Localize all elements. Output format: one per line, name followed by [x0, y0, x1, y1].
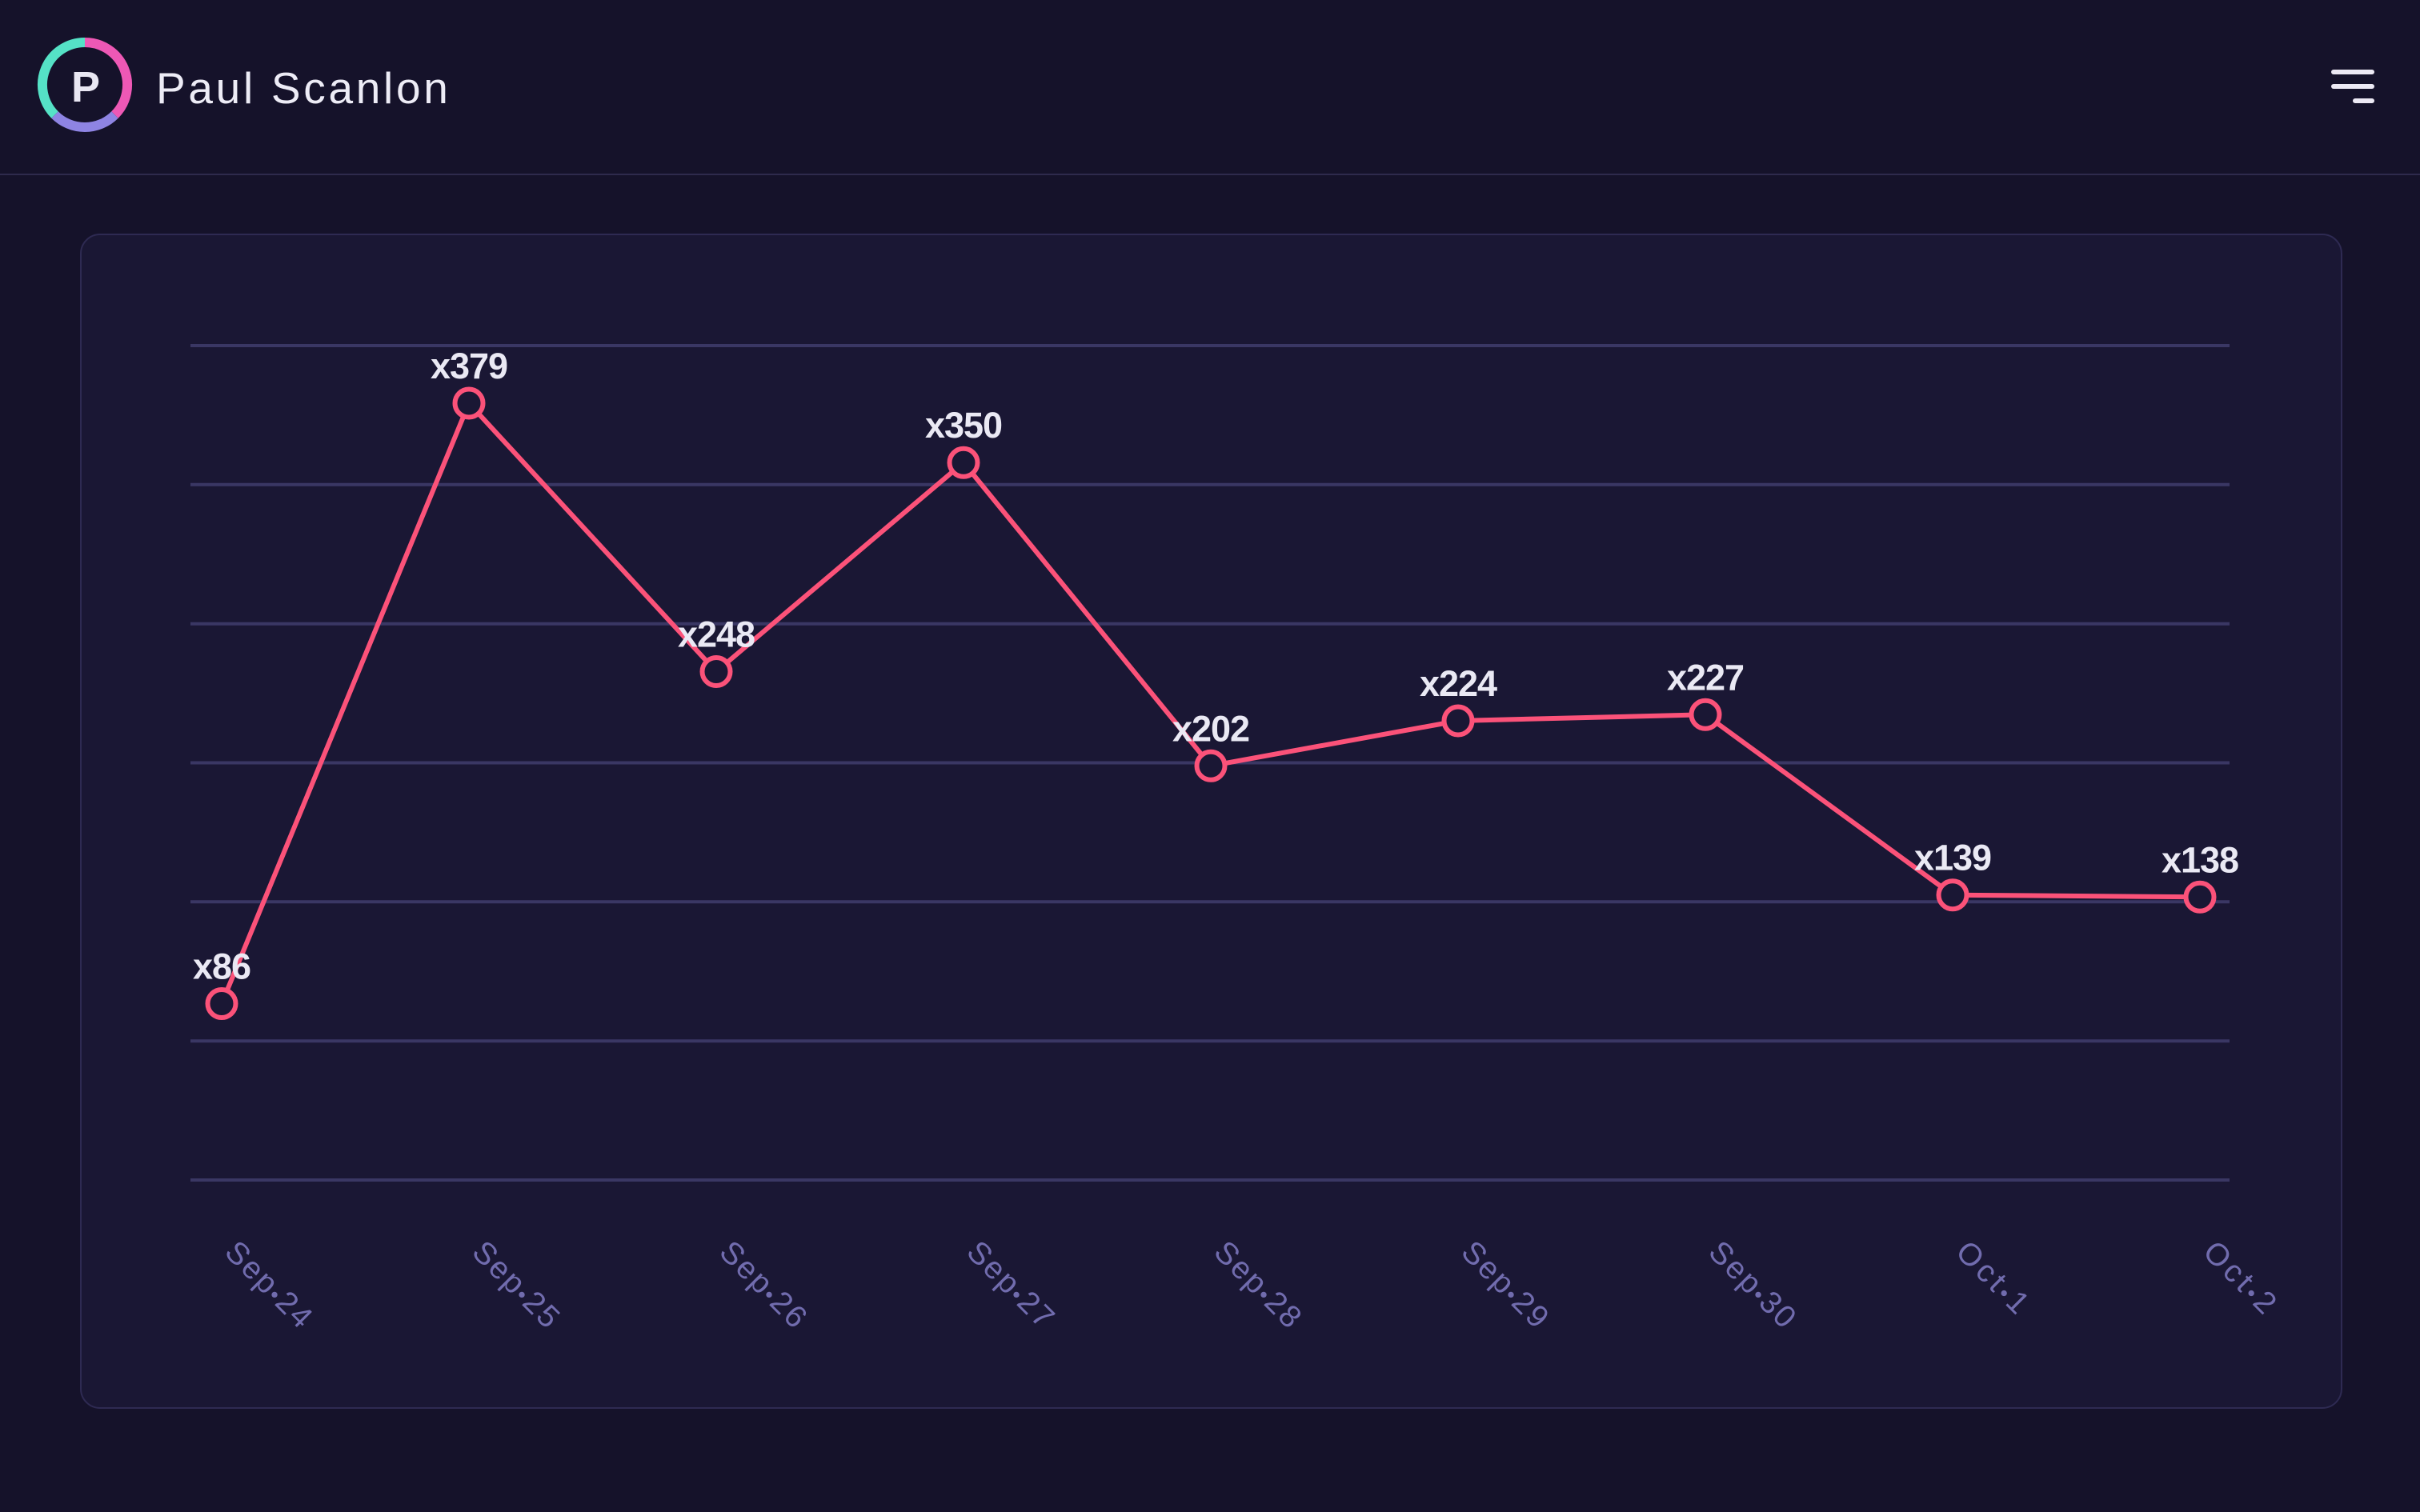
svg-text:x138: x138	[2162, 839, 2238, 880]
svg-text:x227: x227	[1667, 657, 1744, 698]
svg-text:x248: x248	[678, 614, 755, 655]
svg-text:x202: x202	[1172, 708, 1249, 749]
svg-text:x139: x139	[1914, 838, 1991, 878]
svg-text:x350: x350	[925, 405, 1002, 446]
svg-text:Paul Scanlon: Paul Scanlon	[156, 63, 451, 113]
svg-text:x379: x379	[431, 346, 507, 386]
svg-text:x86: x86	[193, 946, 250, 987]
svg-text:x224: x224	[1420, 663, 1497, 704]
svg-text:P: P	[71, 63, 100, 111]
